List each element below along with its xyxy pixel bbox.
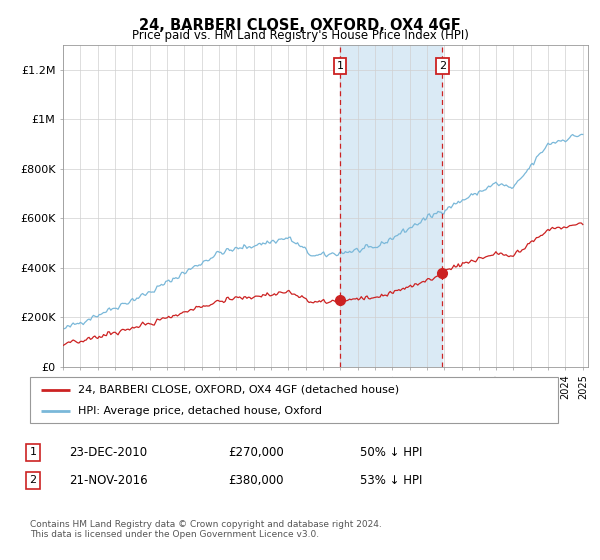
- Text: 23-DEC-2010: 23-DEC-2010: [69, 446, 147, 459]
- Text: 53% ↓ HPI: 53% ↓ HPI: [360, 474, 422, 487]
- Text: 1: 1: [337, 61, 343, 71]
- Text: £270,000: £270,000: [228, 446, 284, 459]
- FancyBboxPatch shape: [30, 377, 558, 423]
- Text: 50% ↓ HPI: 50% ↓ HPI: [360, 446, 422, 459]
- Text: HPI: Average price, detached house, Oxford: HPI: Average price, detached house, Oxfo…: [77, 407, 322, 416]
- Text: 21-NOV-2016: 21-NOV-2016: [69, 474, 148, 487]
- Text: Price paid vs. HM Land Registry's House Price Index (HPI): Price paid vs. HM Land Registry's House …: [131, 29, 469, 42]
- Text: 1: 1: [29, 447, 37, 458]
- Bar: [340, 45, 442, 367]
- Text: 24, BARBERI CLOSE, OXFORD, OX4 4GF: 24, BARBERI CLOSE, OXFORD, OX4 4GF: [139, 18, 461, 33]
- Text: 2: 2: [439, 61, 446, 71]
- Text: 24, BARBERI CLOSE, OXFORD, OX4 4GF (detached house): 24, BARBERI CLOSE, OXFORD, OX4 4GF (deta…: [77, 385, 398, 395]
- Text: Contains HM Land Registry data © Crown copyright and database right 2024.
This d: Contains HM Land Registry data © Crown c…: [30, 520, 382, 539]
- Text: 2: 2: [29, 475, 37, 486]
- Text: £380,000: £380,000: [228, 474, 284, 487]
